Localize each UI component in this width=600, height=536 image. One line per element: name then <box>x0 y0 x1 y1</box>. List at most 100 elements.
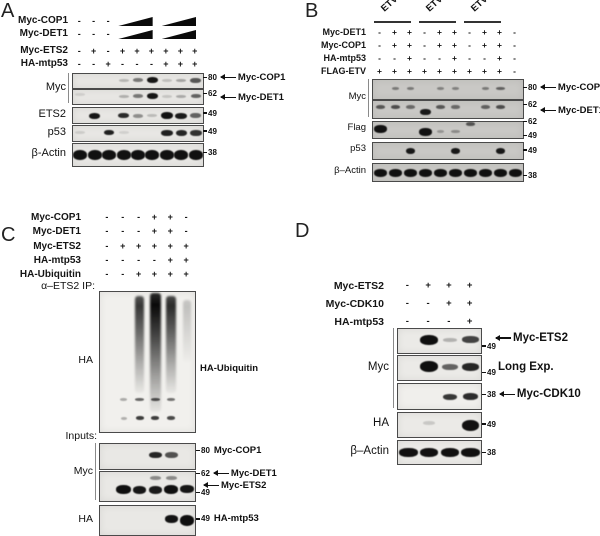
lane-symbol: - <box>106 16 110 26</box>
lane-symbol: + <box>135 241 142 251</box>
protein-band <box>461 419 480 431</box>
protein-band <box>159 150 174 160</box>
protein-band <box>188 150 203 160</box>
left-arrow-icon <box>495 333 511 342</box>
blot-annotation: 49 <box>523 131 537 141</box>
protein-band <box>135 416 144 420</box>
marker-value: 49 <box>487 419 496 429</box>
lane-symbol: - <box>378 27 381 37</box>
protein-band <box>75 131 86 135</box>
lane-symbol: - <box>77 29 81 39</box>
lane-symbol: - <box>92 16 96 26</box>
protein-band <box>461 362 480 371</box>
protein-band <box>104 130 115 136</box>
protein-band <box>451 130 460 134</box>
lane-symbol: + <box>192 46 198 56</box>
lane-symbol: - <box>121 59 125 69</box>
lane-symbol: + <box>183 255 189 265</box>
lane-symbol: - <box>137 255 141 265</box>
condition-row-label: FLAG-ETV <box>321 66 366 76</box>
marker-value: 38 <box>487 389 496 399</box>
condition-row-label: Myc-COP1 <box>17 15 68 26</box>
condition-row-label: Myc-CDK10 <box>325 298 384 310</box>
marker-value: 38 <box>528 170 537 180</box>
blot-box <box>72 125 204 142</box>
protein-band <box>102 150 117 160</box>
protein-band <box>118 131 129 135</box>
blot-group-label: Flag <box>347 122 366 133</box>
marker-tick <box>482 371 486 373</box>
blot-annotation: 62 <box>523 116 537 126</box>
lane-symbol: - <box>77 16 81 26</box>
protein-band <box>75 92 86 96</box>
marker-tick <box>203 76 207 79</box>
protein-band <box>116 484 132 494</box>
protein-band <box>148 485 163 494</box>
condition-row-label: Myc-ETS2 <box>20 45 68 56</box>
lane-symbol: - <box>105 212 109 222</box>
ubiquitin-smear <box>183 300 192 362</box>
protein-band <box>462 393 479 400</box>
blot-box <box>99 443 196 470</box>
band-annotation-label: Myc-COP1 <box>237 71 286 83</box>
blot-box <box>99 505 196 536</box>
protein-band <box>433 168 448 177</box>
protein-band <box>179 515 195 526</box>
lane-symbol: + <box>466 298 473 309</box>
blot-annotation: Myc-DET1 <box>537 105 600 117</box>
band-annotation-label: Myc-DET1 <box>558 105 600 117</box>
protein-band <box>118 94 129 98</box>
band-annotation-label: Myc-ETS2 <box>221 480 267 491</box>
lane-symbol: + <box>482 66 487 76</box>
lane-symbol: + <box>151 212 158 222</box>
blot-group-bracket <box>68 73 69 103</box>
protein-band <box>373 168 388 177</box>
protein-band <box>149 475 161 480</box>
protein-band <box>146 93 159 100</box>
protein-band <box>120 398 128 402</box>
marker-tick <box>523 174 527 176</box>
protein-band <box>419 448 439 457</box>
protein-band <box>403 168 418 177</box>
blot-box <box>99 471 196 502</box>
lane-symbol: + <box>119 46 126 56</box>
protein-band <box>391 87 400 91</box>
protein-band <box>118 78 129 82</box>
blot-annotation: 49 <box>203 108 217 118</box>
marker-value: 49 <box>208 126 217 136</box>
protein-band <box>375 104 386 109</box>
condition-row-label: HA-mtp53 <box>33 255 81 266</box>
lane-symbol: - <box>405 316 409 327</box>
lane-symbol: - <box>513 27 516 37</box>
panel-label: A <box>1 0 15 22</box>
left-arrow-icon <box>540 106 556 115</box>
marker-tick <box>196 449 200 452</box>
protein-band <box>175 129 188 136</box>
marker-tick <box>196 492 200 494</box>
lane-symbol: + <box>91 46 97 56</box>
blot-group-label: Myc <box>45 81 66 93</box>
lane-symbol: - <box>513 66 516 76</box>
lane-symbol: + <box>163 59 169 69</box>
blot-group-label: HA <box>373 417 389 429</box>
lane-symbol: - <box>121 269 125 279</box>
protein-band <box>176 78 187 82</box>
lane-symbol: + <box>437 40 442 50</box>
lane-symbol: - <box>105 241 109 251</box>
lane-symbol: - <box>92 29 96 39</box>
marker-value: 49 <box>487 341 496 351</box>
protein-band <box>496 87 505 91</box>
protein-band <box>87 150 102 160</box>
protein-band <box>495 148 506 154</box>
dose-triangle <box>161 17 196 26</box>
protein-band <box>440 448 460 457</box>
protein-band <box>151 398 160 402</box>
marker-value: 80 <box>208 72 217 82</box>
protein-band <box>451 87 460 91</box>
marker-tick <box>482 345 486 347</box>
lane-symbol: - <box>184 226 188 236</box>
lane-symbol: + <box>183 269 189 279</box>
blot-box <box>397 440 482 465</box>
marker-value: 49 <box>201 514 210 524</box>
